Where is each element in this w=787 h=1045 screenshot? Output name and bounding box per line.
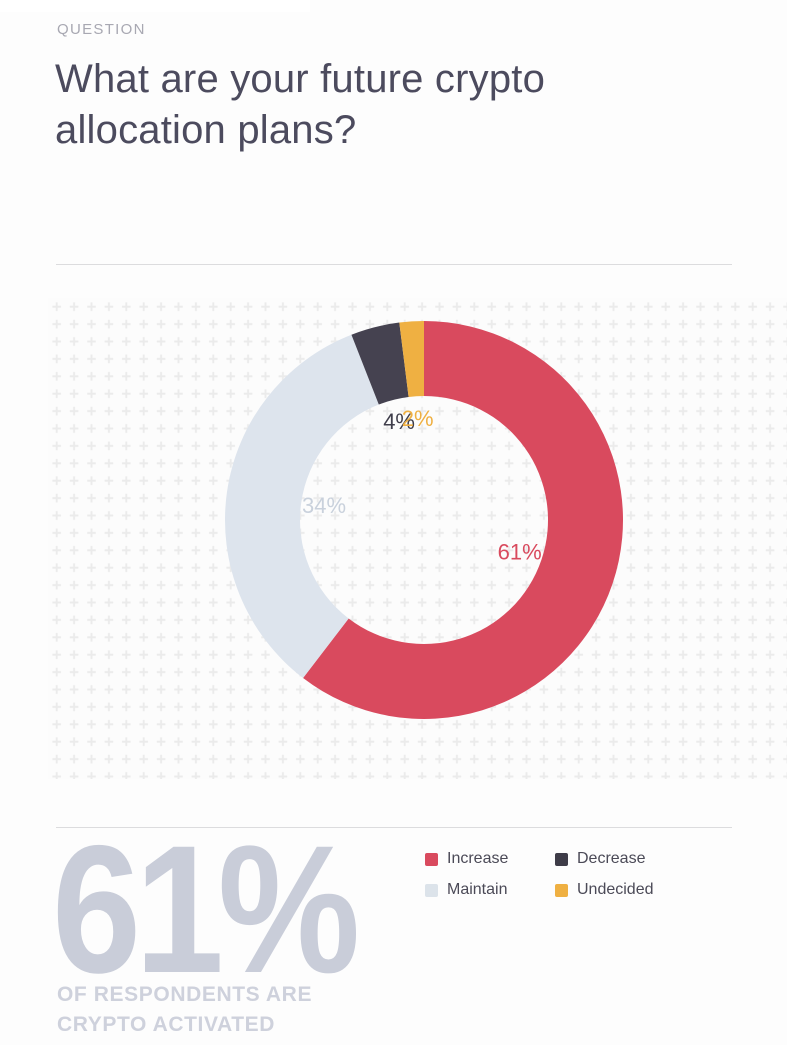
legend-label-increase: Increase bbox=[447, 850, 509, 867]
legend-label-decrease: Decrease bbox=[577, 850, 646, 867]
section-eyebrow: QUESTION bbox=[57, 21, 146, 38]
big-stat-caption-line1: OF RESPONDENTS ARE bbox=[57, 983, 313, 1006]
donut-segments bbox=[224, 321, 624, 719]
big-stat-caption-line2: CRYPTO ACTIVATED bbox=[57, 1013, 276, 1036]
question-title-line2: allocation plans? bbox=[55, 108, 357, 152]
legend-swatch-maintain bbox=[425, 883, 438, 897]
segment-label-increase: 61% bbox=[498, 539, 542, 564]
top-divider bbox=[56, 264, 732, 265]
segment-label-decrease: 4% bbox=[383, 409, 415, 434]
donut-segment-maintain bbox=[224, 334, 379, 679]
legend-swatch-increase bbox=[425, 852, 438, 866]
donut-segment-decrease bbox=[351, 322, 409, 405]
segment-label-undecided: 2% bbox=[402, 406, 434, 431]
legend-swatch-decrease bbox=[555, 852, 568, 866]
donut-chart: 61% 34% 4%2% bbox=[48, 298, 787, 779]
legend-item-maintain: Maintain bbox=[425, 881, 555, 899]
legend-label-undecided: Undecided bbox=[577, 881, 654, 898]
question-title: What are your future crypto allocation pl… bbox=[55, 54, 545, 156]
legend-item-decrease: Decrease bbox=[555, 850, 654, 868]
top-left-white-block bbox=[0, 0, 310, 12]
legend-label-maintain: Maintain bbox=[447, 881, 508, 898]
legend-item-undecided: Undecided bbox=[555, 881, 654, 899]
donut-segment-increase bbox=[303, 321, 624, 719]
chart-legend: Increase Decrease Maintain Undecided bbox=[425, 850, 654, 899]
big-stat-value: 61% bbox=[52, 807, 360, 1011]
donut-labels: 61% 34% 4%2% bbox=[302, 406, 542, 564]
bottom-divider bbox=[56, 827, 732, 828]
segment-label-maintain: 34% bbox=[302, 493, 346, 518]
question-title-line1: What are your future crypto bbox=[55, 57, 546, 101]
donut-segment-undecided bbox=[399, 321, 424, 397]
legend-item-increase: Increase bbox=[425, 850, 555, 868]
legend-swatch-undecided bbox=[555, 883, 568, 897]
chart-area: 61% 34% 4% 2% bbox=[48, 298, 787, 779]
big-stat-caption: OF RESPONDENTS ARE CRYPTO ACTIVATED bbox=[57, 980, 312, 1040]
